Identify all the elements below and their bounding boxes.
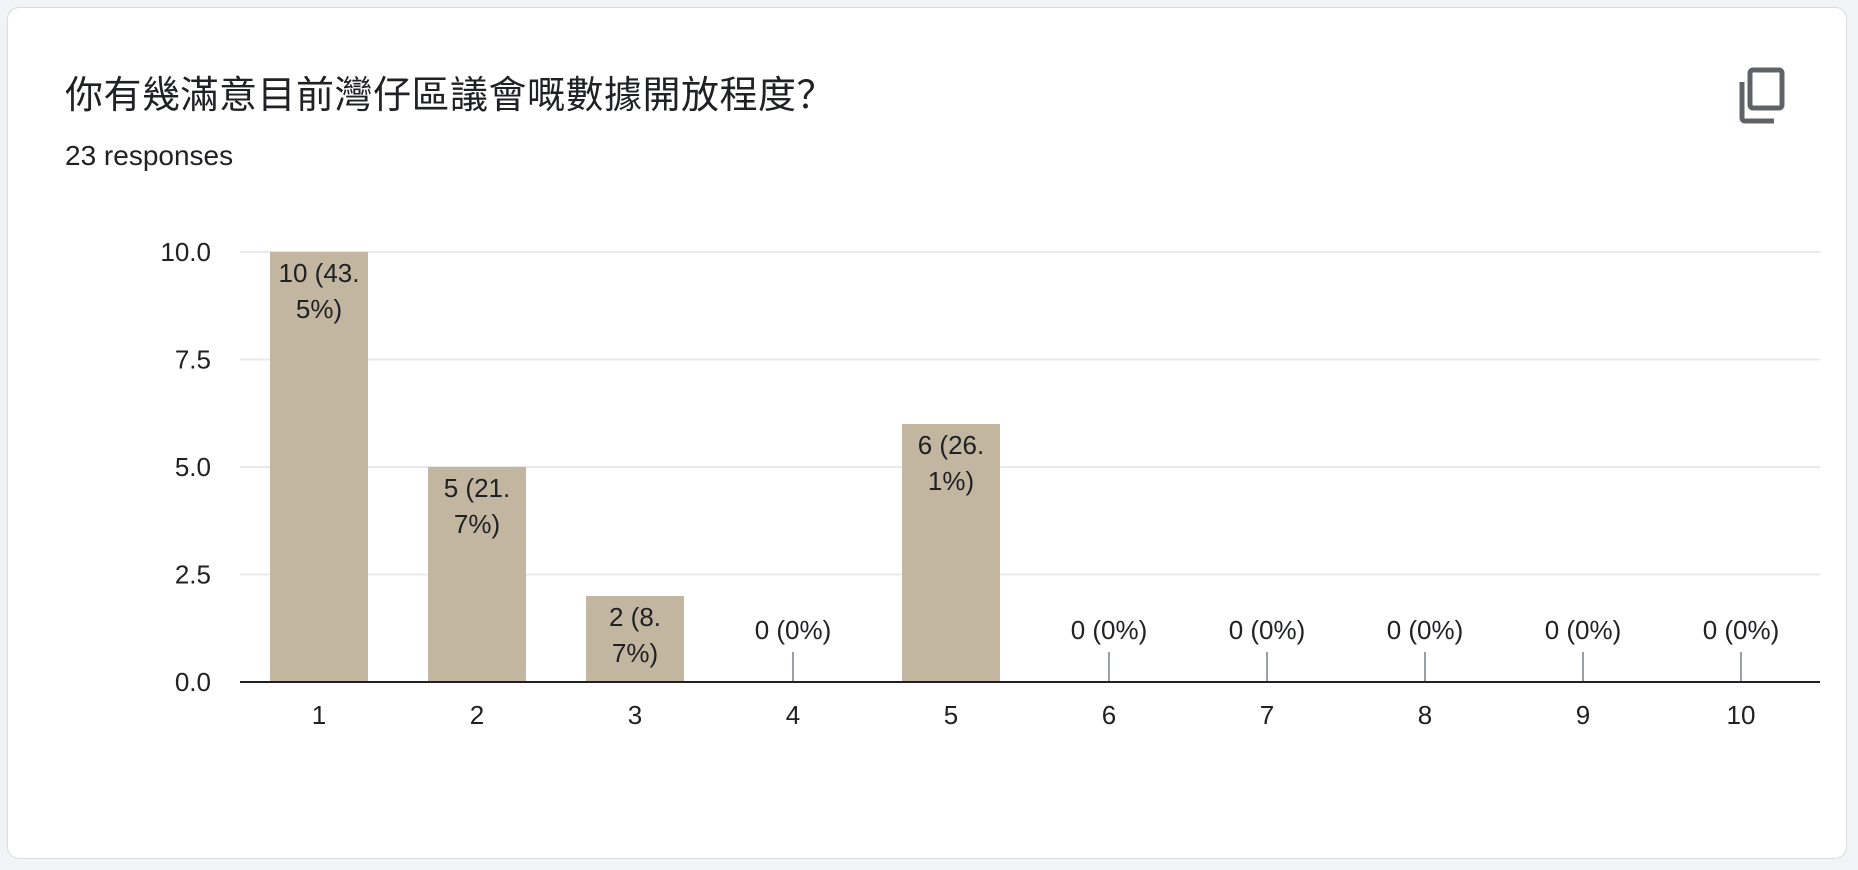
y-tick-label: 2.5 [175, 560, 211, 590]
x-tick-label: 3 [628, 700, 642, 730]
data-label: 7%) [454, 509, 500, 539]
data-label: 2 (8. [609, 602, 661, 632]
data-label: 7%) [612, 638, 658, 668]
data-label: 6 (26. [918, 430, 985, 460]
data-label: 0 (0%) [1071, 615, 1148, 645]
x-tick-label: 10 [1727, 700, 1756, 730]
data-label: 5 (21. [444, 473, 511, 503]
x-tick-label: 8 [1418, 700, 1432, 730]
data-label: 0 (0%) [755, 615, 832, 645]
x-tick-label: 1 [312, 700, 326, 730]
data-label: 0 (0%) [1703, 615, 1780, 645]
x-tick-label: 2 [470, 700, 484, 730]
data-label: 10 (43. [279, 258, 360, 288]
y-tick-label: 10.0 [160, 237, 211, 267]
x-tick-label: 5 [944, 700, 958, 730]
data-label: 1%) [928, 466, 974, 496]
x-tick-label: 9 [1576, 700, 1590, 730]
y-tick-label: 7.5 [175, 345, 211, 375]
x-tick-label: 6 [1102, 700, 1116, 730]
y-tick-label: 5.0 [175, 452, 211, 482]
y-tick-label: 0.0 [175, 667, 211, 697]
x-tick-label: 7 [1260, 700, 1274, 730]
data-label: 0 (0%) [1229, 615, 1306, 645]
data-label: 0 (0%) [1545, 615, 1622, 645]
data-label: 0 (0%) [1387, 615, 1464, 645]
bar[interactable] [902, 424, 1000, 682]
x-tick-label: 4 [786, 700, 800, 730]
data-label: 5%) [296, 294, 342, 324]
